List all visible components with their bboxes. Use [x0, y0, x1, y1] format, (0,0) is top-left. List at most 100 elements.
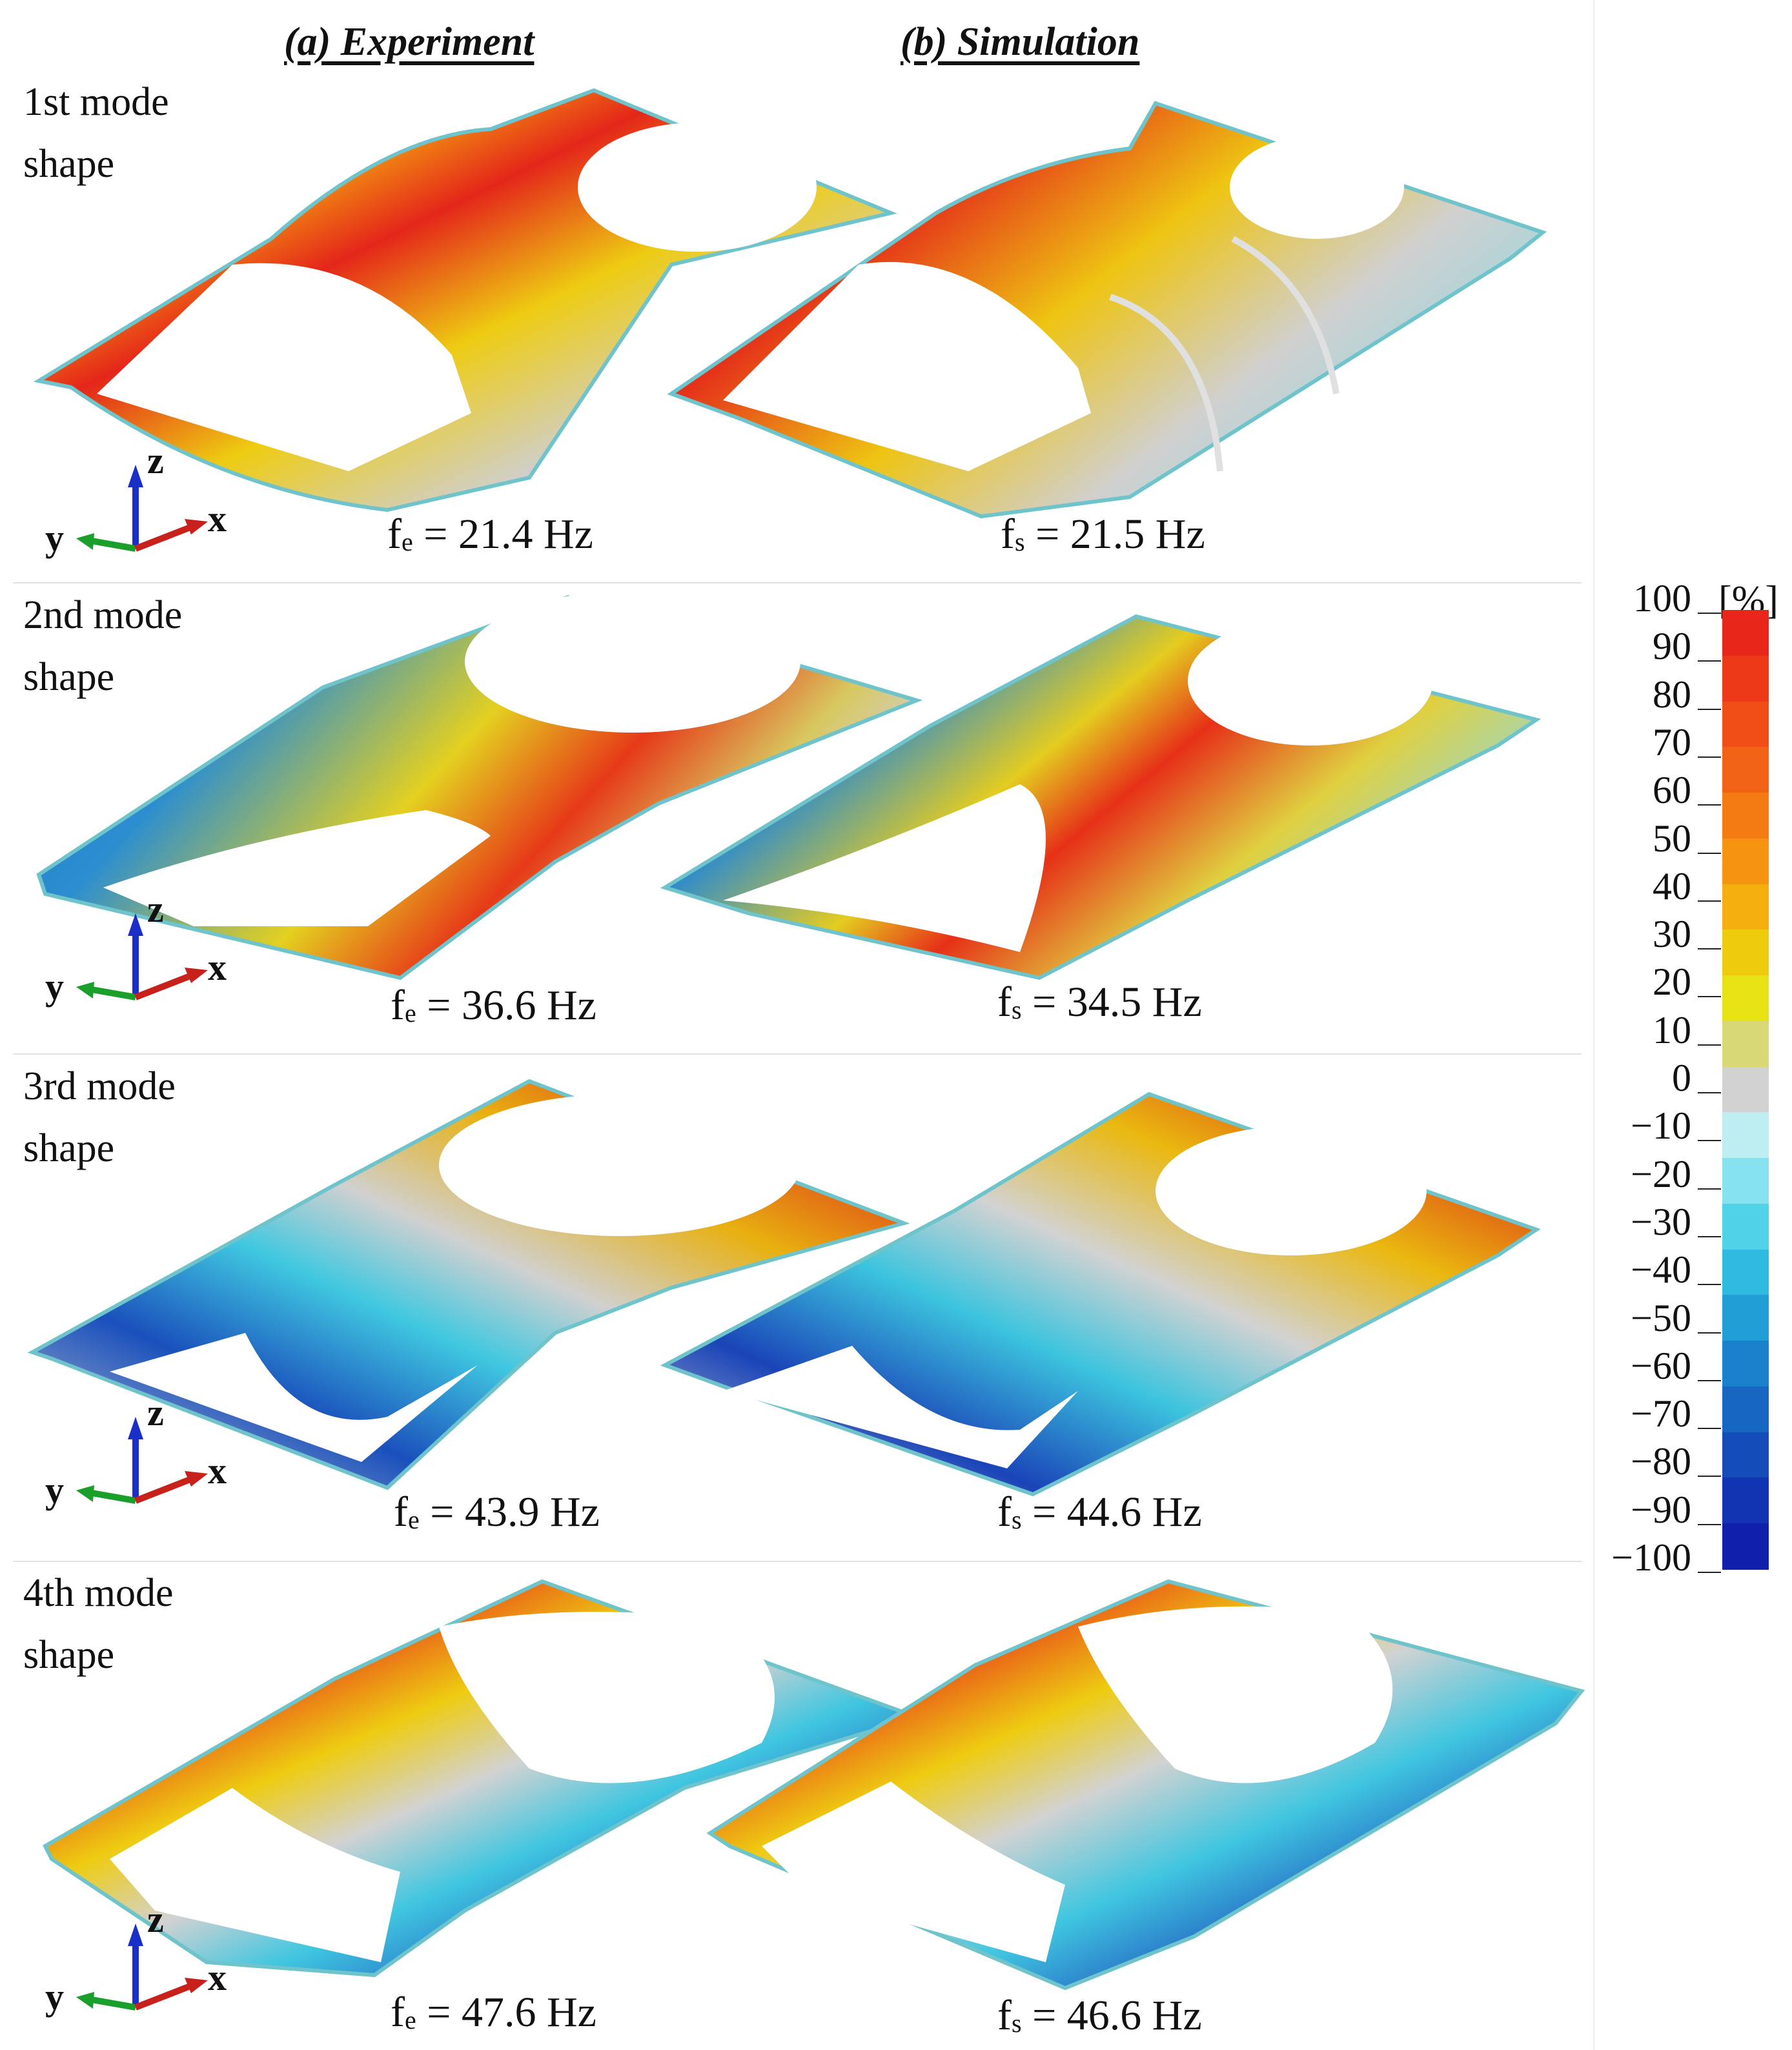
- colorbar-tick-mark: [1698, 1140, 1721, 1142]
- colorbar-tick-mark: [1698, 852, 1721, 854]
- axis-triad-icon: [76, 1417, 208, 1504]
- colorbar-tick-mark: [1698, 948, 1721, 950]
- colorbar-tick-mark: [1698, 756, 1721, 758]
- frequency-experiment: fe = 21.4 Hz: [387, 511, 593, 558]
- colorbar-segment: [1722, 929, 1769, 977]
- colorbar-tick-label: −50: [1631, 1296, 1691, 1339]
- mode-label-line1: 2nd mode: [23, 593, 183, 637]
- colorbar-segment: [1722, 1295, 1769, 1342]
- colorbar-segment: [1722, 1066, 1769, 1113]
- axis-x-label: x: [208, 498, 227, 540]
- colorbar-tick-mark: [1698, 996, 1721, 998]
- mode-label-line1: 1st mode: [23, 80, 169, 124]
- mode-label: 3rd mode shape: [23, 1055, 176, 1179]
- colorbar-segment: [1722, 975, 1769, 1022]
- colorbar-segment: [1722, 610, 1769, 656]
- mode-label-line2: shape: [23, 1126, 115, 1170]
- axis-triad: z y x: [39, 1898, 227, 2040]
- colorbar-tick-label: −30: [1631, 1200, 1691, 1243]
- row-separator: [13, 1053, 1582, 1055]
- colorbar-segment: [1722, 655, 1769, 702]
- colorbar-tick-label: 20: [1653, 960, 1691, 1004]
- colorbar-segment: [1722, 1249, 1769, 1296]
- colorbar-tick-mark: [1698, 1523, 1721, 1525]
- colorbar-tick-mark: [1698, 1092, 1721, 1093]
- simulation-mode-shape: [660, 1091, 1541, 1497]
- header-experiment: (a) Experiment: [284, 20, 535, 64]
- colorbar-segment: [1722, 1203, 1769, 1250]
- axis-y-label: y: [45, 966, 64, 1008]
- mode-label: 4th mode shape: [23, 1562, 173, 1686]
- row-separator: [13, 1561, 1582, 1562]
- mode-label: 1st mode shape: [23, 71, 169, 195]
- colorbar-tick-label: −100: [1611, 1536, 1691, 1579]
- experiment-mode-shape: [33, 88, 897, 512]
- colorbar-segment: [1722, 838, 1769, 885]
- axis-triad: z y x: [39, 1392, 227, 1533]
- simulation-mode-shape: [706, 1579, 1585, 1991]
- colorbar-segment: [1722, 1432, 1769, 1479]
- colorbar-tick-mark: [1698, 1188, 1721, 1190]
- colorbar-tick-label: −90: [1631, 1488, 1691, 1531]
- frequency-experiment: fe = 36.6 Hz: [391, 982, 596, 1029]
- axis-x-label: x: [208, 946, 227, 988]
- colorbar-tick-label: 80: [1653, 673, 1691, 716]
- simulation-mode-shape: [667, 101, 1547, 519]
- colorbar-segment: [1722, 1477, 1769, 1525]
- colorbar-tick-label: 70: [1653, 720, 1691, 764]
- colorbar-tick-label: 60: [1653, 769, 1691, 812]
- axis-y-label: y: [45, 1976, 64, 2018]
- colorbar-segment: [1722, 1386, 1769, 1433]
- row-separator: [13, 582, 1582, 584]
- mode-label-line1: 3rd mode: [23, 1064, 176, 1108]
- mode-label: 2nd mode shape: [23, 584, 182, 708]
- mode-label-line1: 4th mode: [23, 1571, 174, 1615]
- colorbar-tick-label: −70: [1631, 1392, 1691, 1436]
- colorbar-tick-mark: [1698, 804, 1721, 806]
- experiment-mode-shape: [43, 1579, 923, 1978]
- colorbar-segment: [1722, 747, 1769, 794]
- frequency-simulation: fs = 46.6 Hz: [997, 1992, 1202, 2039]
- colorbar-tick-mark: [1698, 1044, 1721, 1046]
- axis-z-label: z: [147, 888, 164, 930]
- axis-triad-icon: [76, 913, 208, 1000]
- colorbar-tick-label: −10: [1631, 1104, 1691, 1148]
- mode-label-line2: shape: [23, 142, 115, 186]
- colorbar-segment: [1722, 1020, 1769, 1068]
- mode-row-1: 1st mode shape: [0, 65, 1594, 581]
- axis-x-label: x: [208, 1450, 227, 1492]
- colorbar-tick-mark: [1698, 1235, 1721, 1237]
- colorbar-tick-mark: [1698, 1379, 1721, 1381]
- right-border-line: [1593, 0, 1594, 2050]
- frequency-experiment: fe = 47.6 Hz: [391, 1989, 596, 2036]
- axis-z-label: z: [147, 1392, 164, 1434]
- experiment-mode-shape: [36, 591, 923, 980]
- frequency-simulation: fs = 44.6 Hz: [997, 1488, 1202, 1536]
- frequency-experiment: fe = 43.9 Hz: [394, 1488, 600, 1536]
- colorbar-tick-mark: [1698, 1476, 1721, 1477]
- colorbar-tick-label: 100: [1633, 577, 1691, 620]
- colorbar-tick-label: −60: [1631, 1344, 1691, 1387]
- mode-row-2: 2nd mode shape: [0, 584, 1594, 1049]
- colorbar-tick-mark: [1698, 1284, 1721, 1286]
- colorbar-tick-mark: [1698, 1332, 1721, 1334]
- colorbar-tick-label: 90: [1653, 625, 1691, 668]
- axis-y-label: y: [45, 517, 64, 559]
- axis-triad: z y x: [39, 440, 227, 581]
- frequency-simulation: fs = 34.5 Hz: [997, 979, 1202, 1026]
- colorbar-segment: [1722, 1158, 1769, 1204]
- colorbar-tick-label: −80: [1631, 1440, 1691, 1483]
- mode-label-line2: shape: [23, 655, 115, 699]
- mode-label-line2: shape: [23, 1633, 115, 1677]
- colorbar-tick-mark: [1698, 900, 1721, 902]
- experiment-mode-shape: [27, 1079, 910, 1490]
- axis-z-label: z: [147, 440, 164, 482]
- colorbar: [1722, 610, 1769, 1570]
- colorbar-tick-mark: [1698, 708, 1721, 710]
- colorbar-tick-label: −40: [1631, 1248, 1691, 1292]
- colorbar-tick-label: 40: [1653, 864, 1691, 908]
- colorbar-tick-mark: [1698, 660, 1721, 662]
- axis-x-label: x: [208, 1956, 227, 1998]
- colorbar-segment: [1722, 1523, 1769, 1570]
- colorbar-tick-mark: [1698, 613, 1721, 614]
